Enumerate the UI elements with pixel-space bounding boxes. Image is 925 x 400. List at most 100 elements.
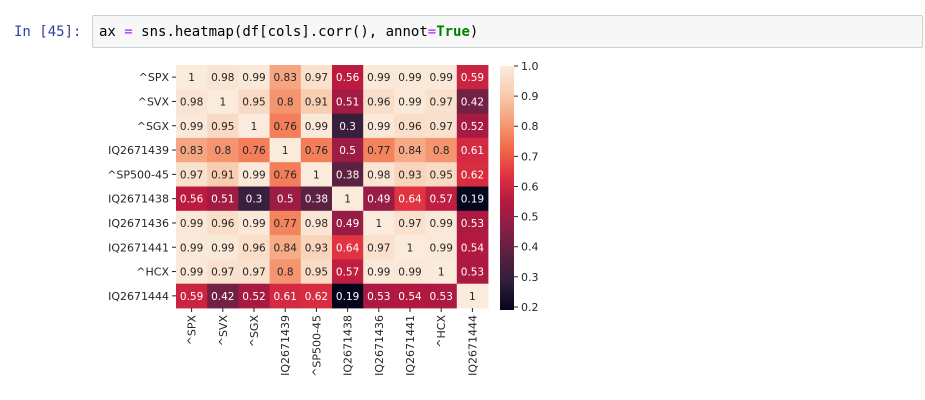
- cell-annotation: 1: [219, 96, 226, 108]
- cell-annotation: 0.99: [398, 267, 421, 279]
- cell-annotation: 0.76: [242, 145, 266, 157]
- heatmap-cell: [332, 210, 364, 236]
- heatmap-annotations: 1 0.98 0.99 0.83 0.97 0.56 0.99 0.99 0.99 0.59 0.9…: [180, 72, 484, 303]
- cell-annotation: 0.93: [398, 169, 421, 181]
- heatmap-cell: [176, 210, 208, 236]
- cell-annotation: 0.62: [461, 169, 484, 181]
- heatmap-cell: [207, 162, 239, 187]
- cell-annotation: 0.51: [336, 96, 359, 108]
- heatmap-cell: [238, 210, 270, 236]
- heatmap-cell: [363, 186, 395, 212]
- heatmap-cell: [332, 186, 364, 212]
- cell-annotation: 0.59: [461, 72, 484, 84]
- cell-annotation: 1: [469, 291, 476, 303]
- heatmap-cell: [238, 89, 270, 114]
- cell-annotation: 0.91: [305, 96, 328, 108]
- heatmap-cell: [332, 137, 364, 163]
- heatmap-cell: [207, 235, 239, 260]
- cell-annotation: 0.57: [336, 267, 359, 279]
- heatmap-cell: [425, 259, 458, 285]
- x-tick-label: IQ2671441: [404, 315, 417, 376]
- colorbar-tick-label: 1.0: [521, 60, 539, 73]
- code-variable: ax: [99, 24, 116, 40]
- code-input-area[interactable]: ax = sns.heatmap(df[cols].corr(), annot=…: [92, 15, 923, 48]
- cell-annotation: 0.97: [211, 267, 234, 279]
- cell-annotation: 0.98: [367, 169, 390, 181]
- cell-annotation: 1: [282, 145, 289, 157]
- cell-annotation: 0.96: [211, 218, 235, 230]
- heatmap-cell: [394, 235, 426, 260]
- heatmap-cell: [176, 235, 208, 260]
- cell-annotation: 0.84: [398, 145, 422, 157]
- heatmap-cell: [300, 162, 333, 187]
- heatmap-cell: [300, 65, 333, 90]
- heatmap-cell: [332, 113, 364, 139]
- cell-annotation: 0.38: [336, 169, 359, 181]
- cell-annotation: 0.99: [398, 96, 421, 108]
- heatmap-cell: [456, 113, 489, 139]
- heatmap-cell: [300, 235, 333, 260]
- y-tick-label: ^HCX: [136, 266, 169, 279]
- colorbar: 0.2 0.3 0.4 0.5 0.6 0.7 0.8 0.9 1.0: [500, 60, 539, 314]
- heatmap-cell: [300, 283, 333, 309]
- code-keyword-operator: =: [427, 24, 437, 40]
- cell-annotation: 0.99: [305, 121, 328, 133]
- cell-annotation: 0.8: [277, 96, 294, 108]
- cell-annotation: 0.99: [430, 218, 453, 230]
- cell-annotation: 0.42: [211, 291, 234, 303]
- cell-annotation: 0.54: [398, 291, 422, 303]
- cell-annotation: 0.54: [461, 242, 485, 254]
- cell-annotation: 1: [188, 72, 195, 84]
- y-tick-label: IQ2671439: [108, 144, 169, 157]
- cell-annotation: 0.96: [398, 121, 422, 133]
- y-tick-label: ^SVX: [138, 95, 170, 108]
- heatmap-cell: [394, 65, 426, 90]
- x-tick-label: IQ2671444: [466, 315, 479, 376]
- heatmap-cell: [456, 89, 489, 114]
- cell-annotation: 0.61: [274, 291, 297, 303]
- cell-annotation: 0.8: [277, 267, 294, 279]
- cell-annotation: 0.76: [274, 121, 298, 133]
- heatmap-cell: [363, 259, 395, 285]
- cell-annotation: 0.76: [305, 145, 329, 157]
- cell-annotation: 0.56: [180, 194, 204, 206]
- heatmap-cell: [425, 65, 458, 90]
- heatmap-cell: [425, 113, 458, 139]
- heatmap-cell: [269, 162, 302, 187]
- heatmap-cell: [207, 89, 239, 114]
- x-tick-label: IQ2671436: [373, 315, 386, 376]
- cell-annotation: 0.64: [398, 194, 422, 206]
- heatmap-cell: [176, 137, 208, 163]
- cell-annotation: 0.91: [211, 169, 234, 181]
- cell-annotation: 0.51: [211, 194, 234, 206]
- heatmap-cell: [176, 162, 208, 187]
- cell-annotation: 0.97: [242, 267, 265, 279]
- cell-annotation: 0.99: [242, 169, 265, 181]
- heatmap-cell: [456, 259, 489, 285]
- cell-annotation: 0.8: [433, 145, 450, 157]
- heatmap-cell: [363, 65, 395, 90]
- cell-annotation: 0.99: [211, 242, 234, 254]
- cell-annotation: 0.62: [305, 291, 328, 303]
- heatmap-cell: [207, 283, 239, 309]
- cell-annotation: 0.99: [242, 72, 265, 84]
- heatmap-cell: [207, 210, 239, 236]
- heatmap-cell: [269, 210, 302, 236]
- cell-annotation: 0.77: [367, 145, 390, 157]
- heatmap-cell: [238, 186, 270, 212]
- cell-annotation: 0.57: [430, 194, 453, 206]
- cell-annotation: 0.19: [461, 194, 484, 206]
- heatmap-cell: [456, 283, 489, 309]
- cell-annotation: 1: [438, 267, 445, 279]
- cell-annotation: 0.96: [242, 242, 266, 254]
- heatmap-cell: [363, 162, 395, 187]
- heatmap-cell: [269, 65, 302, 90]
- cell-annotation: 1: [407, 242, 414, 254]
- heatmap-cell: [456, 235, 489, 260]
- y-tick-label: IQ2671444: [108, 290, 169, 303]
- heatmap-cell: [425, 186, 458, 212]
- cell-annotation: 0.99: [180, 218, 203, 230]
- cell-annotation: 0.77: [274, 218, 297, 230]
- cell-annotation: 0.93: [305, 242, 328, 254]
- heatmap-cell: [300, 186, 333, 212]
